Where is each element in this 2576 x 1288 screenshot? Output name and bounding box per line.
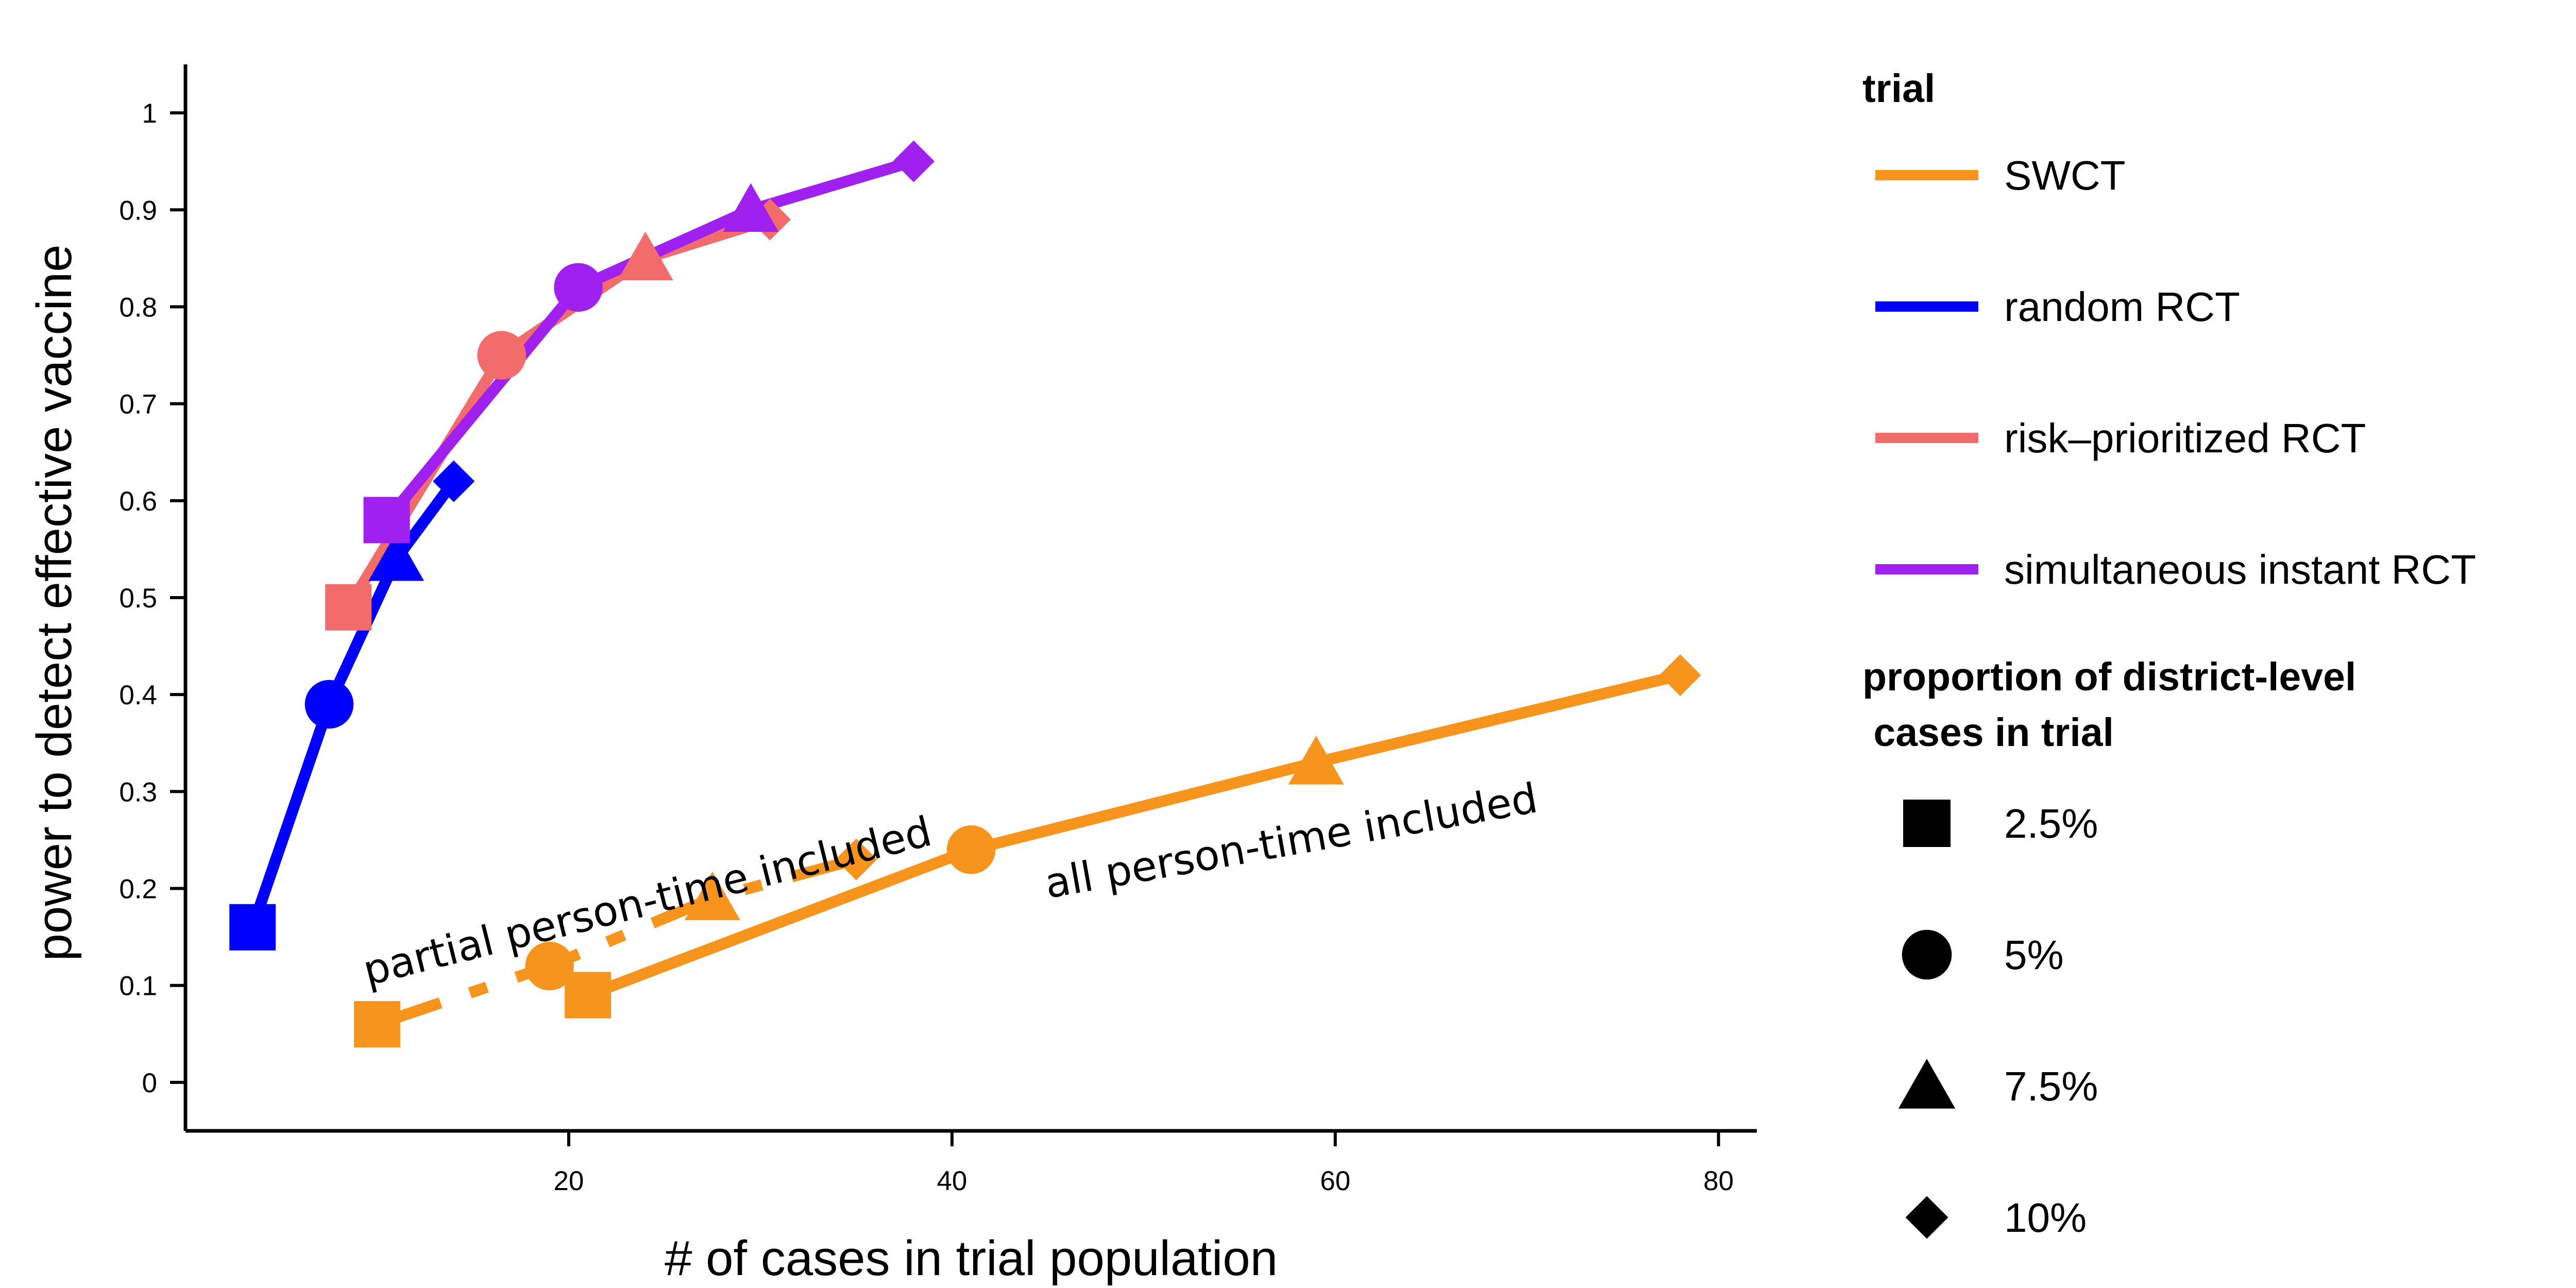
- legend-shape-title-line-2: cases in trial: [1862, 710, 2114, 755]
- data-point-0-triangle: [1288, 736, 1344, 785]
- legend-item-label: simultaneous instant RCT: [2004, 547, 2476, 592]
- legend-shape-square: [1903, 800, 1951, 847]
- legend-item-label: risk–prioritized RCT: [2004, 415, 2366, 461]
- legend-shape-label: 7.5%: [2004, 1063, 2098, 1109]
- y-tick-label: 0.9: [119, 195, 157, 226]
- data-point-2-diamond: [433, 460, 475, 502]
- legend-shape-label: 10%: [2004, 1195, 2087, 1241]
- y-tick-label: 0: [142, 1068, 157, 1098]
- y-tick-label: 0.4: [119, 680, 157, 710]
- data-point-3-circle: [477, 331, 526, 380]
- data-point-1-triangle: [684, 871, 740, 921]
- data-point-0-circle: [946, 825, 996, 874]
- legend-shape-label: 5%: [2004, 932, 2064, 978]
- legend-shape-diamond: [1905, 1196, 1948, 1239]
- data-point-3-triangle: [617, 231, 673, 281]
- legend: trial SWCT random RCT risk–prioritized RCT s…: [1862, 66, 2476, 1241]
- legend-shape-circle: [1902, 929, 1952, 980]
- legend-shape-triangle: [1898, 1059, 1956, 1109]
- data-point-2-square: [229, 904, 276, 951]
- legend-shape-title-line-1: proportion of district-level: [1862, 655, 2356, 699]
- plot-area: [229, 140, 1701, 1047]
- x-axis-title: # of cases in trial population: [665, 1231, 1278, 1286]
- y-tick-label: 0.7: [119, 389, 157, 420]
- data-point-4-square: [363, 497, 410, 544]
- y-tick-label: 1: [142, 98, 157, 129]
- data-point-0-diamond: [1659, 654, 1701, 697]
- x-tick-label: 20: [553, 1166, 584, 1196]
- data-point-1-square: [353, 1001, 400, 1047]
- y-tick-label: 0.5: [119, 583, 157, 614]
- data-point-4-triangle: [723, 183, 779, 232]
- y-tick-label: 0.2: [119, 874, 157, 905]
- y-tick-label: 0.8: [119, 292, 157, 323]
- legend-shape-label: 2.5%: [2004, 801, 2098, 846]
- legend-shape-title: proportion of district-level cases in tr…: [1862, 655, 2356, 755]
- y-tick-label: 0.1: [119, 971, 157, 1002]
- x-tick-label: 80: [1703, 1166, 1734, 1196]
- data-point-4-diamond: [892, 140, 935, 182]
- y-axis-title: power to detect effective vaccine: [27, 244, 82, 961]
- legend-item-label: random RCT: [2004, 284, 2240, 330]
- data-point-0-square: [565, 972, 612, 1019]
- series-lines: [247, 156, 1682, 1030]
- x-tick-label: 60: [1320, 1166, 1350, 1196]
- series-line-2: [247, 478, 459, 929]
- y-tick-label: 0.3: [119, 777, 157, 807]
- data-point-4-circle: [554, 263, 603, 312]
- annotation-label: all person-time included: [1041, 774, 1541, 908]
- series-markers: [229, 140, 1701, 1047]
- data-point-2-circle: [304, 680, 354, 729]
- legend-item-label: SWCT: [2004, 152, 2126, 198]
- data-point-2-triangle: [368, 532, 425, 581]
- y-tick-label: 0.6: [119, 486, 157, 517]
- series-line-4: [382, 156, 916, 524]
- series-line-0: [586, 669, 1682, 1001]
- data-point-1-diamond: [835, 838, 877, 880]
- data-point-1-circle: [525, 941, 574, 991]
- legend-trial-title: trial: [1862, 66, 1935, 111]
- data-point-3-square: [325, 584, 372, 631]
- x-tick-label: 40: [937, 1166, 967, 1196]
- axes: 0 0.1 0.2 0.3 0.4 0.5 0.6 0.7 0.8 0.9 1 20 40 60 80: [119, 64, 1757, 1196]
